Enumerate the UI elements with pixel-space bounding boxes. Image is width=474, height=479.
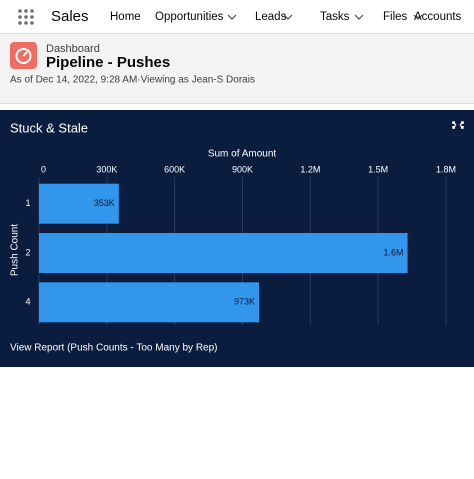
nav-chevron[interactable] [283,14,293,20]
x-tick-label: 1.8M [436,164,456,174]
x-axis-title: Sum of Amount [208,149,277,160]
app-launcher[interactable] [18,9,34,25]
nav-chevron[interactable] [354,14,364,20]
bar [39,183,119,224]
x-tick-label: 600K [164,164,185,174]
nav-bar [0,0,474,34]
nav-item[interactable]: Tasks [320,11,350,23]
nav-item[interactable]: Home [110,11,141,23]
value-label: 1.6M [384,247,404,257]
bar [39,233,408,273]
x-tick-label: 1.5M [368,164,388,174]
y-tick-label: 1 [25,198,30,208]
page-subtitle: As of Dec 14, 2022, 9:28 AM·Viewing as J… [10,75,255,86]
y-axis-title: Push Count [10,224,21,276]
expand-icon[interactable] [452,121,464,129]
x-tick-label: 900K [232,164,253,174]
nav-chevron[interactable] [227,14,237,20]
nav-item[interactable]: Files [383,11,408,23]
chart: 0 300K 600K 900K 1.2M 1.5M 1.8M 1 353K 2 1.6M 4 973K [25,164,456,325]
report-link[interactable]: View Report (Push Counts - Too Many by R… [10,343,218,354]
value-label: 973K [234,297,255,307]
dashboard-icon-glyph [15,48,32,64]
card-title: Stuck & Stale [10,120,88,135]
dashboard-icon-needle [22,51,28,57]
y-tick-label: 4 [25,297,30,307]
page-title: Pipeline - Pushes [46,54,170,71]
app-name: Sales [51,8,89,25]
nav-item[interactable]: Leads [255,11,287,23]
value-label: 353K [94,198,115,208]
object-label: Dashboard [46,43,100,55]
page-header [0,34,474,104]
nav-item[interactable]: Accounts [414,11,462,23]
nav-chevron[interactable] [413,14,423,20]
nav-item[interactable]: Opportunities [155,11,224,23]
nav-items: Home Opportunities Leads Tasks Files Accounts [110,11,462,23]
x-tick-label: 300K [96,164,117,174]
y-tick-label: 2 [25,247,30,257]
x-tick-label: 1.2M [300,164,320,174]
x-tick-label: 0 [41,164,46,174]
bar [39,282,260,323]
